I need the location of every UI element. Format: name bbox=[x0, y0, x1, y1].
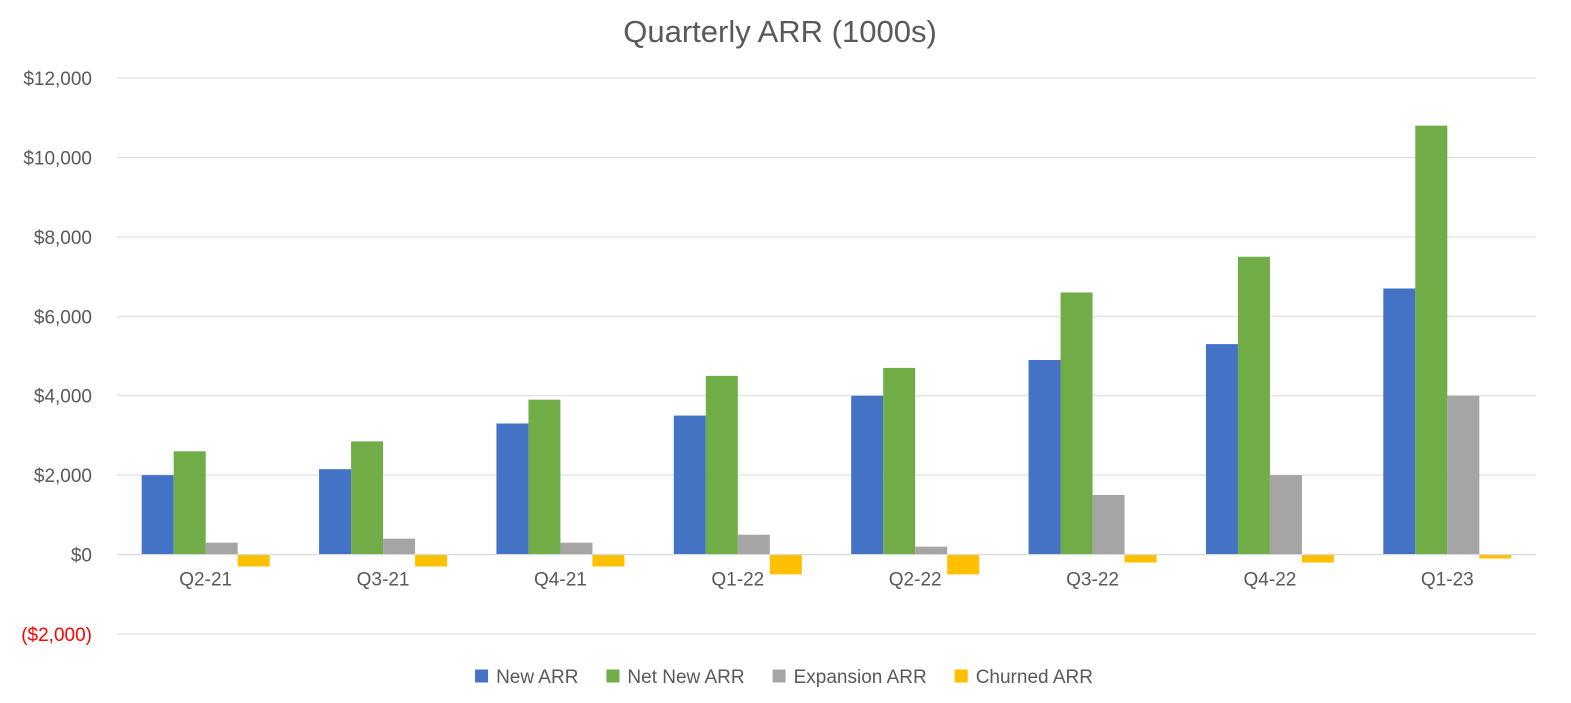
legend-label: New ARR bbox=[496, 667, 578, 688]
bar-expansion-arr-q2-22 bbox=[915, 546, 948, 555]
x-axis-ticks: Q2-21 Q3-21 Q4-21 Q1-22 Q2-22 Q3-22 Q4-22 Q1-23 bbox=[179, 570, 1473, 591]
y-tick-label: $6,000 bbox=[34, 307, 92, 328]
bar-churned-arr-q4-21 bbox=[592, 554, 625, 567]
legend-swatch bbox=[954, 669, 968, 683]
bar-net-new-arr-q3-21 bbox=[351, 441, 384, 555]
legend-item-churned-arr: Churned ARR bbox=[954, 667, 1093, 688]
x-tick-label: Q3-22 bbox=[1066, 570, 1119, 591]
bar-new-arr-q3-22 bbox=[1028, 359, 1061, 555]
bar-net-new-arr-q1-22 bbox=[705, 375, 738, 555]
legend-item-new-arr: New ARR bbox=[475, 667, 578, 688]
x-tick-label: Q1-22 bbox=[711, 570, 764, 591]
chart-title: Quarterly ARR (1000s) bbox=[623, 14, 937, 49]
y-axis-ticks: ($2,000) $0 $2,000 $4,000 $6,000 $8,000 $10,00… bbox=[21, 69, 92, 646]
x-tick-label: Q2-21 bbox=[179, 570, 232, 591]
x-tick-label: Q1-23 bbox=[1421, 570, 1474, 591]
bar-churned-arr-q3-21 bbox=[415, 554, 448, 567]
legend-label: Net New ARR bbox=[627, 667, 744, 688]
bar-new-arr-q2-21 bbox=[141, 475, 174, 555]
bar-expansion-arr-q1-23 bbox=[1447, 395, 1480, 555]
bar-new-arr-q2-22 bbox=[851, 395, 884, 555]
bar-net-new-arr-q2-21 bbox=[173, 451, 206, 555]
bar-churned-arr-q1-22 bbox=[769, 554, 802, 575]
bar-net-new-arr-q4-22 bbox=[1237, 256, 1270, 555]
legend-label: Churned ARR bbox=[976, 667, 1093, 688]
bar-new-arr-q3-21 bbox=[319, 469, 352, 555]
bar-churned-arr-q3-22 bbox=[1124, 554, 1157, 563]
y-tick-label: $4,000 bbox=[34, 387, 92, 408]
bar-expansion-arr-q1-22 bbox=[737, 534, 770, 555]
y-tick-label: $2,000 bbox=[34, 466, 92, 487]
legend-item-net-new-arr: Net New ARR bbox=[606, 667, 745, 688]
bar-churned-arr-q4-22 bbox=[1301, 554, 1334, 563]
bar-new-arr-q4-22 bbox=[1205, 344, 1238, 555]
bar-expansion-arr-q4-22 bbox=[1269, 475, 1302, 555]
x-tick-label: Q2-22 bbox=[889, 570, 942, 591]
legend-item-expansion-arr: Expansion ARR bbox=[772, 667, 927, 688]
y-tick-label: $8,000 bbox=[34, 228, 92, 249]
bar-net-new-arr-q1-23 bbox=[1415, 125, 1448, 555]
bar-churned-arr-q2-21 bbox=[237, 554, 270, 567]
bar-churned-arr-q2-22 bbox=[947, 554, 980, 575]
legend-swatch bbox=[772, 669, 786, 683]
bar-expansion-arr-q3-21 bbox=[383, 538, 416, 555]
legend-swatch bbox=[475, 669, 489, 683]
legend-swatch bbox=[606, 669, 620, 683]
bar-new-arr-q1-22 bbox=[673, 415, 706, 555]
bar-net-new-arr-q2-22 bbox=[883, 367, 916, 555]
x-tick-label: Q4-21 bbox=[534, 570, 587, 591]
x-tick-label: Q4-22 bbox=[1244, 570, 1297, 591]
x-tick-label: Q3-21 bbox=[357, 570, 410, 591]
bar-net-new-arr-q4-21 bbox=[528, 399, 561, 555]
bar-new-arr-q1-23 bbox=[1383, 288, 1416, 555]
bars bbox=[141, 125, 1512, 575]
y-tick-label: $0 bbox=[71, 546, 92, 567]
y-tick-label: ($2,000) bbox=[21, 625, 92, 646]
legend-label: Expansion ARR bbox=[794, 667, 927, 688]
bar-expansion-arr-q4-21 bbox=[560, 542, 593, 555]
y-tick-label: $10,000 bbox=[23, 148, 92, 169]
bar-net-new-arr-q3-22 bbox=[1060, 292, 1093, 555]
bar-churned-arr-q1-23 bbox=[1479, 554, 1512, 559]
bar-new-arr-q4-21 bbox=[496, 423, 529, 555]
bar-expansion-arr-q3-22 bbox=[1092, 495, 1125, 555]
bar-expansion-arr-q2-21 bbox=[205, 542, 238, 555]
y-tick-label: $12,000 bbox=[23, 69, 92, 90]
legend: New ARR Net New ARR Expansion ARR Churned A… bbox=[475, 667, 1093, 688]
